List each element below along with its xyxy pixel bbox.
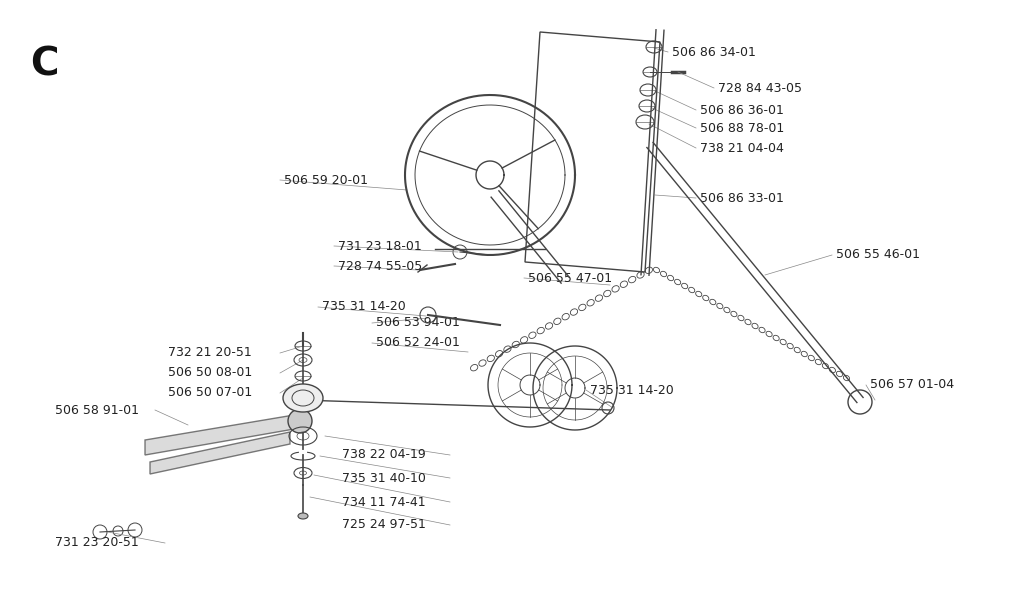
Text: 728 84 43-05: 728 84 43-05	[718, 81, 802, 95]
Text: 735 31 14-20: 735 31 14-20	[590, 383, 674, 397]
Text: 506 86 33-01: 506 86 33-01	[700, 192, 784, 204]
Text: 506 59 20-01: 506 59 20-01	[284, 174, 368, 186]
Text: 506 50 07-01: 506 50 07-01	[168, 386, 252, 400]
Ellipse shape	[298, 513, 308, 519]
Text: 506 88 78-01: 506 88 78-01	[700, 122, 784, 135]
Polygon shape	[150, 432, 290, 474]
Text: 735 31 14-20: 735 31 14-20	[322, 301, 406, 313]
Text: 738 21 04-04: 738 21 04-04	[700, 141, 784, 155]
Text: 731 23 18-01: 731 23 18-01	[338, 240, 422, 253]
Text: 728 74 55-05: 728 74 55-05	[338, 259, 422, 273]
Ellipse shape	[283, 384, 323, 412]
Text: 738 22 04-19: 738 22 04-19	[342, 449, 426, 461]
Text: 732 21 20-51: 732 21 20-51	[168, 346, 252, 359]
Polygon shape	[145, 414, 300, 455]
Text: C: C	[30, 45, 58, 83]
Text: 506 55 46-01: 506 55 46-01	[836, 249, 920, 262]
Text: 725 24 97-51: 725 24 97-51	[342, 519, 426, 531]
Text: 734 11 74-41: 734 11 74-41	[342, 495, 426, 509]
Text: 506 86 34-01: 506 86 34-01	[672, 46, 756, 59]
Text: 506 50 08-01: 506 50 08-01	[168, 367, 252, 380]
Text: 506 53 94-01: 506 53 94-01	[376, 316, 460, 329]
Text: 506 58 91-01: 506 58 91-01	[55, 404, 139, 416]
Text: 735 31 40-10: 735 31 40-10	[342, 471, 426, 485]
Text: 506 57 01-04: 506 57 01-04	[870, 379, 954, 392]
Text: 731 23 20-51: 731 23 20-51	[55, 537, 138, 549]
Text: 506 55 47-01: 506 55 47-01	[528, 271, 612, 285]
Text: 506 52 24-01: 506 52 24-01	[376, 337, 460, 349]
Text: 506 86 36-01: 506 86 36-01	[700, 104, 784, 116]
Circle shape	[288, 409, 312, 433]
